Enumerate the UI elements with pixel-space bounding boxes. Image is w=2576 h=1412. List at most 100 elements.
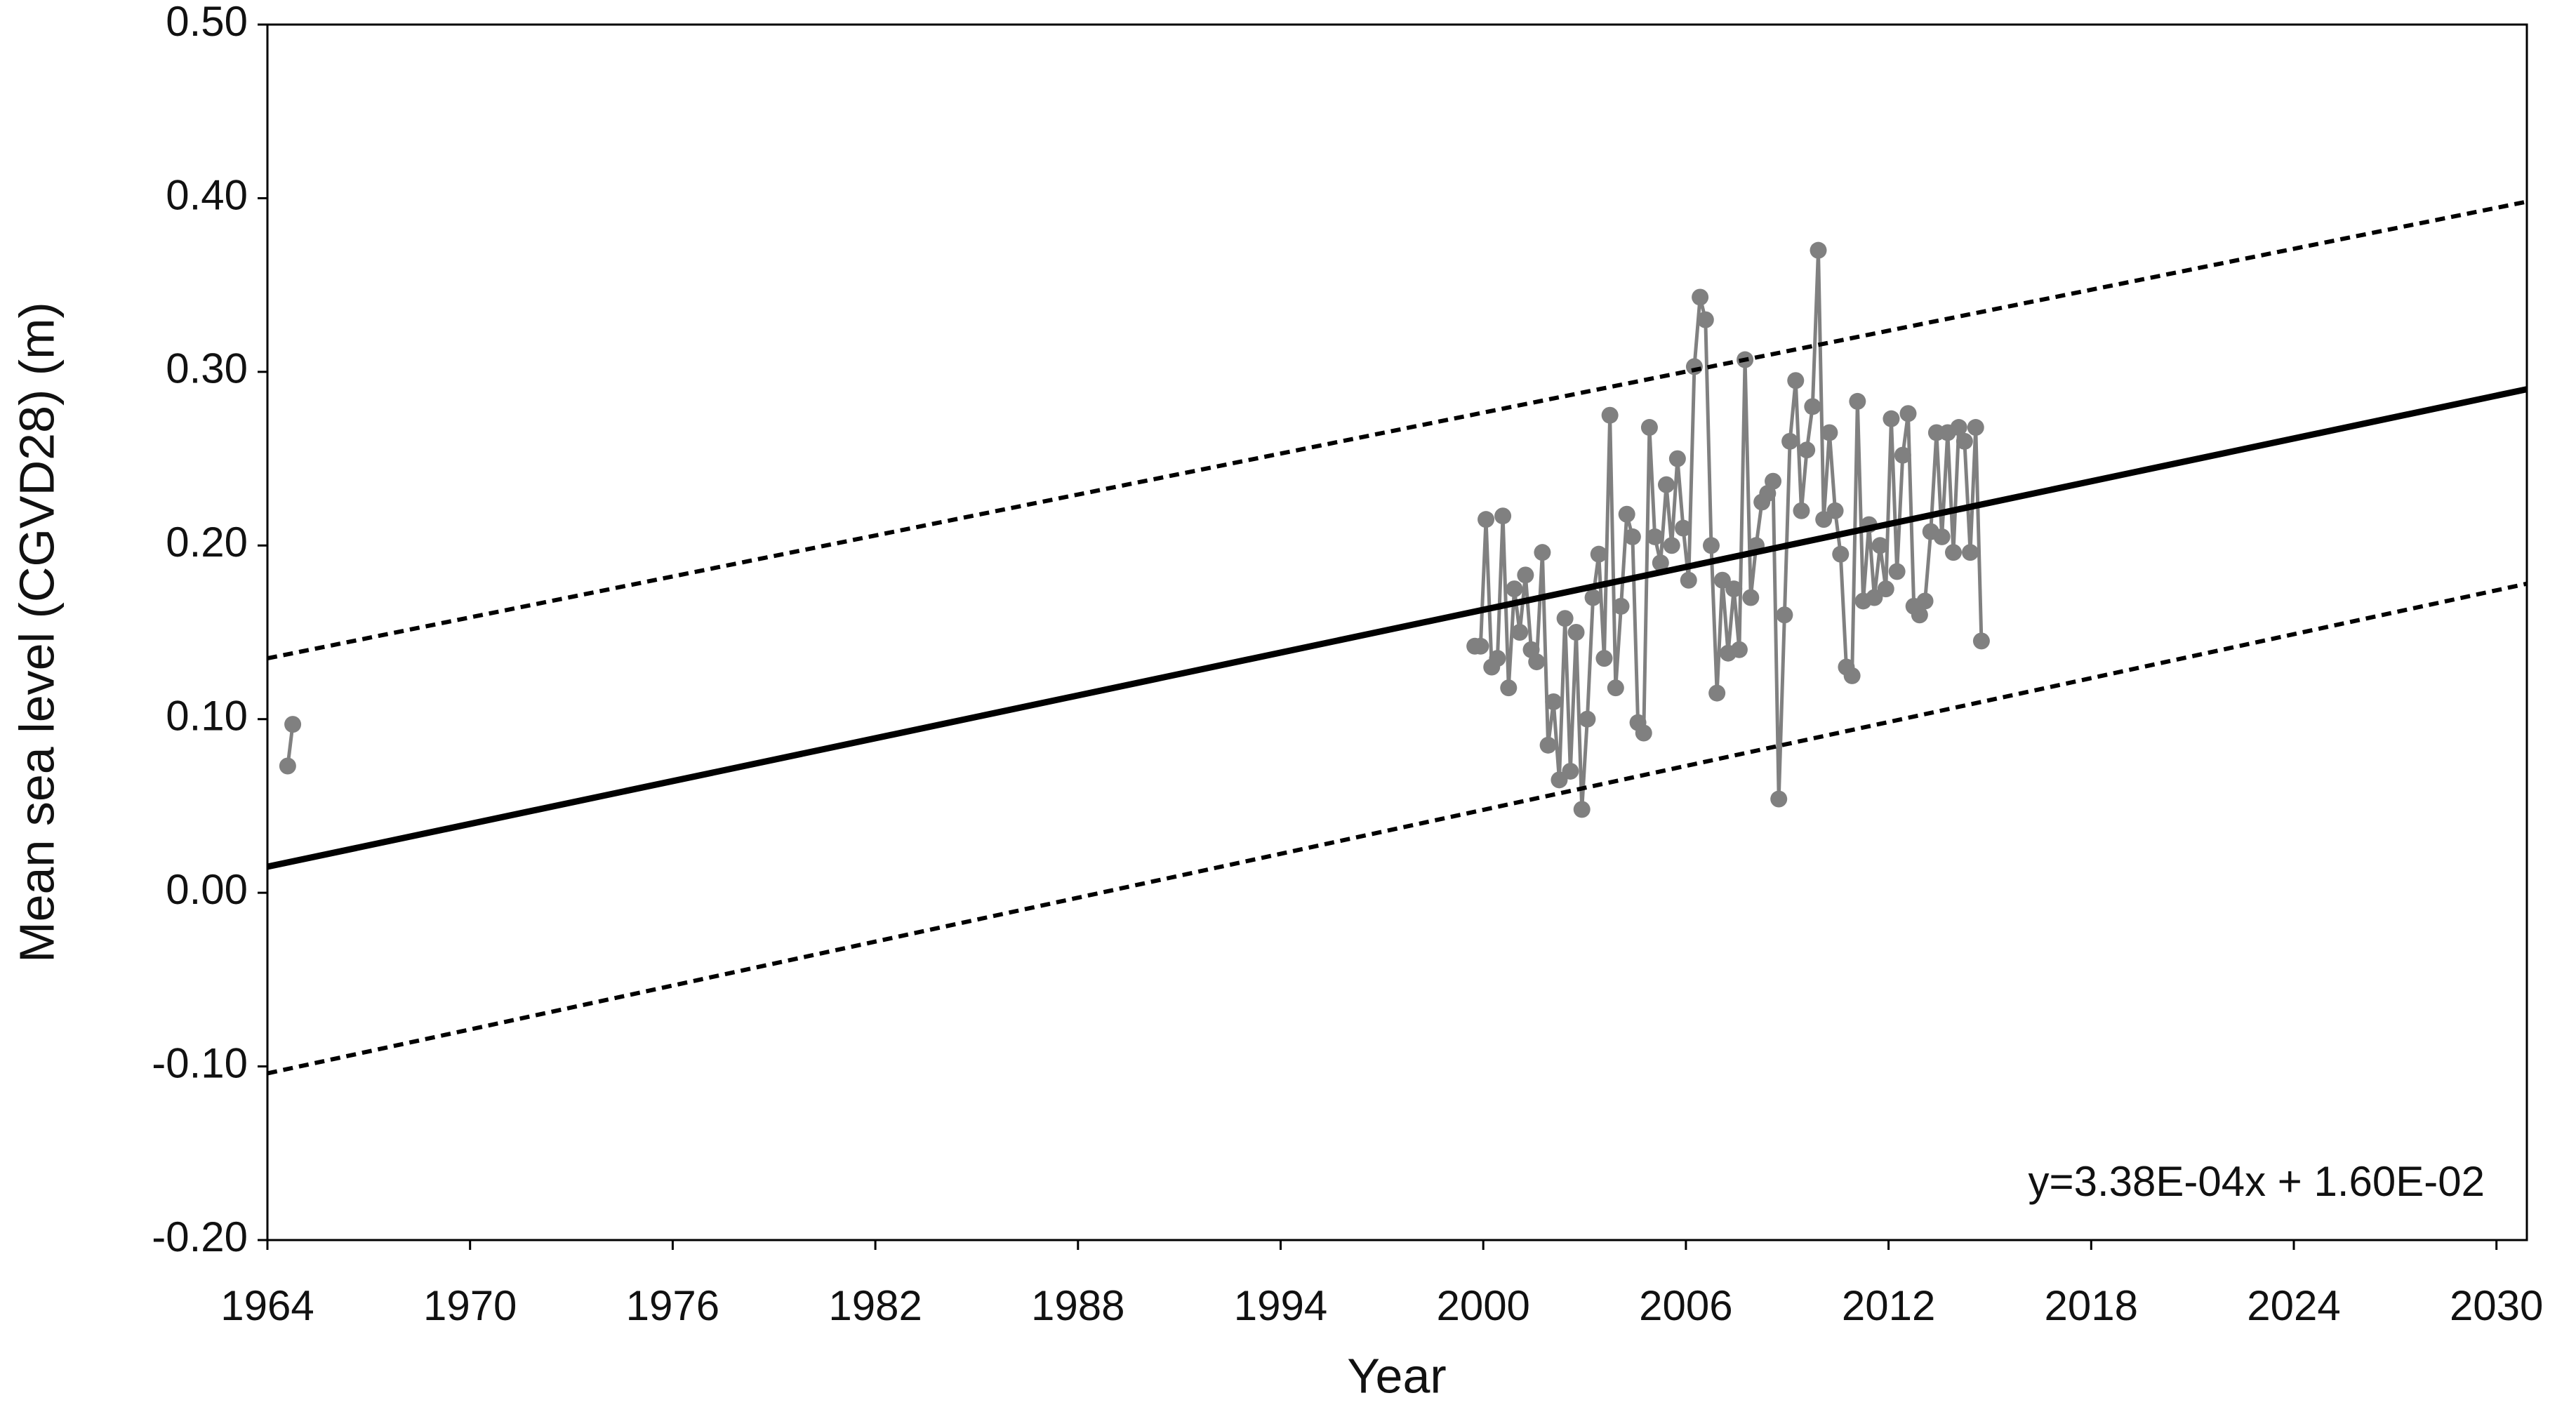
data-point	[1888, 563, 1906, 580]
x-tick-label: 1964	[220, 1282, 314, 1329]
data-point	[1770, 790, 1788, 808]
data-point	[1584, 589, 1602, 606]
data-point	[1821, 424, 1838, 441]
data-point	[1933, 528, 1951, 545]
data-point	[1725, 580, 1743, 598]
y-tick-label: -0.20	[152, 1213, 248, 1260]
data-point	[1545, 693, 1562, 710]
data-point	[1708, 684, 1726, 702]
x-tick-label: 1970	[423, 1282, 517, 1329]
data-point	[1534, 544, 1551, 561]
x-tick-label: 1982	[828, 1282, 922, 1329]
data-point	[1866, 589, 1883, 606]
data-point	[1506, 580, 1523, 598]
x-tick-label: 2024	[2247, 1282, 2340, 1329]
data-point	[1776, 606, 1793, 624]
y-tick-label: 0.30	[166, 345, 248, 392]
data-point	[1697, 311, 1714, 328]
y-tick-label: 0.50	[166, 0, 248, 45]
x-tick-label: 2018	[2045, 1282, 2138, 1329]
data-point	[1478, 511, 1495, 528]
data-point	[1607, 679, 1624, 697]
y-tick-label: 0.10	[166, 693, 248, 740]
data-point	[1798, 441, 1816, 459]
data-point	[1787, 372, 1805, 389]
data-point	[1562, 762, 1579, 780]
data-point	[1517, 566, 1534, 584]
x-tick-label: 2000	[1436, 1282, 1529, 1329]
data-point	[1793, 502, 1810, 519]
data-point	[1899, 405, 1917, 422]
data-point	[1730, 641, 1748, 658]
data-point	[1579, 710, 1596, 728]
data-point	[1595, 650, 1613, 667]
data-point	[1624, 528, 1641, 545]
data-point	[1849, 392, 1866, 410]
data-point	[1612, 597, 1630, 615]
data-point	[1911, 606, 1928, 624]
bound-line	[267, 199, 2528, 661]
data-point	[1573, 801, 1591, 818]
data-point	[1489, 650, 1506, 667]
data-point	[1646, 528, 1664, 545]
data-point	[1494, 507, 1512, 525]
data-point	[284, 716, 302, 733]
data-point	[1618, 505, 1635, 523]
data-point	[1668, 450, 1686, 467]
data-point	[1877, 580, 1894, 598]
data-point	[1472, 637, 1489, 655]
data-point	[1810, 241, 1827, 259]
data-point	[1832, 545, 1850, 563]
plot-frame	[266, 23, 2528, 1241]
data-point	[1657, 476, 1675, 493]
data-point	[1692, 288, 1709, 306]
data-point	[1663, 537, 1680, 554]
y-axis-title: Mean sea level (CGVD28) (m)	[9, 302, 64, 962]
data-point	[1871, 537, 1889, 554]
data-point	[1539, 736, 1557, 754]
data-point	[1972, 632, 1990, 650]
data-point	[1883, 410, 1900, 427]
x-axis-title: Year	[1347, 1348, 1446, 1403]
y-tick-label: 0.20	[166, 519, 248, 566]
data-point	[1742, 589, 1760, 606]
data-point	[1826, 502, 1844, 519]
data-point	[1511, 624, 1529, 641]
data-point	[1950, 419, 1967, 437]
x-tick-label: 2006	[1639, 1282, 1732, 1329]
data-point	[1640, 419, 1658, 437]
x-tick-label: 2030	[2450, 1282, 2543, 1329]
data-point	[1680, 571, 1697, 589]
data-point	[1765, 472, 1782, 490]
data-point	[1815, 511, 1833, 528]
x-tick-label: 2012	[1842, 1282, 1935, 1329]
data-point	[1956, 432, 1973, 450]
x-tick-label: 1976	[626, 1282, 719, 1329]
data-point	[1601, 406, 1619, 424]
data-point	[279, 757, 296, 775]
data-point	[1962, 544, 1979, 561]
data-point	[1528, 653, 1546, 671]
data-point	[1843, 667, 1861, 684]
data-point	[1781, 432, 1799, 450]
data-point	[1556, 610, 1574, 627]
data-point	[1567, 624, 1585, 641]
data-point	[1702, 537, 1720, 554]
data-point	[1916, 592, 1934, 610]
data-point	[1804, 398, 1821, 415]
data-point	[1967, 419, 1984, 437]
y-tick-label: -0.10	[152, 1039, 248, 1086]
data-point	[1894, 446, 1911, 464]
x-tick-label: 1994	[1234, 1282, 1327, 1329]
data-point	[1713, 571, 1731, 589]
data-point	[1635, 724, 1652, 742]
x-tick-label: 1988	[1031, 1282, 1124, 1329]
data-point	[1675, 519, 1692, 537]
data-point	[1944, 544, 1962, 561]
equation-annotation: y=3.38E-04x + 1.60E-02	[2029, 1158, 2485, 1205]
data-point	[1590, 545, 1607, 563]
bound-line	[267, 581, 2528, 1076]
y-tick-label: 0.40	[166, 171, 248, 218]
